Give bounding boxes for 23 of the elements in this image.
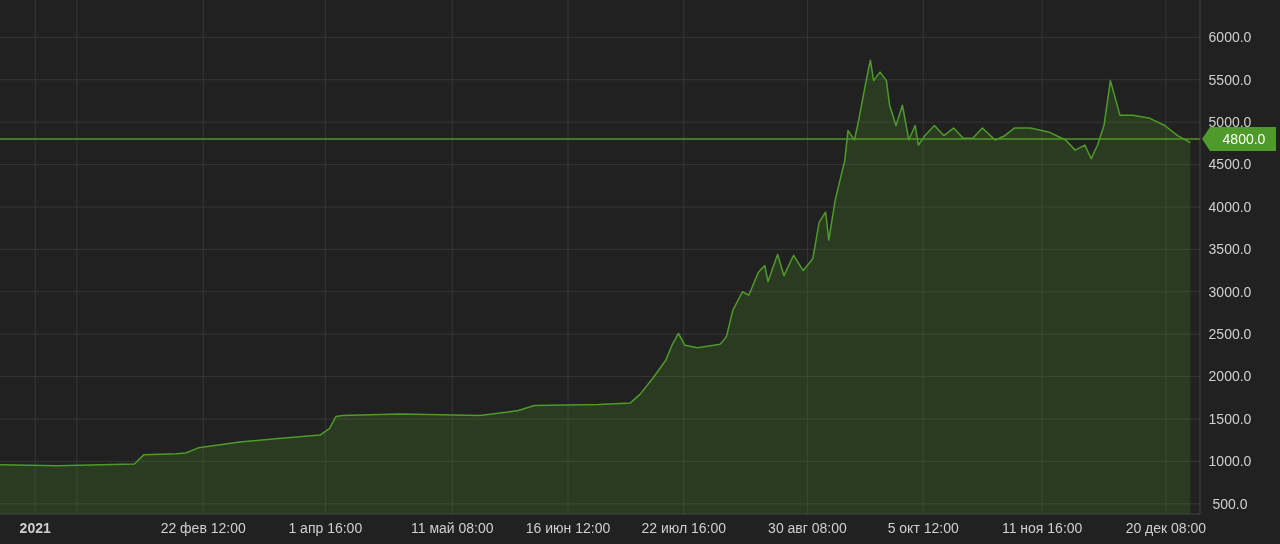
y-tick-label: 6000.0 <box>1208 29 1252 46</box>
y-tick-label: 3500.0 <box>1208 241 1252 258</box>
ref-line-label: 4800.0 <box>1222 131 1266 147</box>
y-tick-label: 5500.0 <box>1208 71 1252 88</box>
y-tick-label: 500.0 <box>1212 495 1248 512</box>
y-tick-label: 4500.0 <box>1208 156 1252 173</box>
y-tick-label: 4000.0 <box>1208 198 1252 215</box>
x-tick-label: 30 авг 08:00 <box>768 520 848 536</box>
y-tick-label: 5000.0 <box>1208 114 1252 131</box>
x-tick-label: 22 июл 16:00 <box>641 520 727 536</box>
x-tick-label: 11 май 08:00 <box>410 520 494 536</box>
x-tick-label: 16 июн 12:00 <box>525 520 611 536</box>
y-tick-label: 1500.0 <box>1208 410 1252 427</box>
x-tick-label: 11 ноя 16:00 <box>1001 520 1083 536</box>
x-tick-label: 20 дек 08:00 <box>1125 520 1207 536</box>
y-tick-label: 1000.0 <box>1208 453 1252 470</box>
y-tick-label: 3000.0 <box>1208 283 1252 300</box>
x-tick-label: 22 фев 12:00 <box>160 520 246 536</box>
x-tick-label: 5 окт 12:00 <box>887 520 959 536</box>
y-tick-label: 2000.0 <box>1208 368 1252 385</box>
y-tick-label: 2500.0 <box>1208 326 1252 343</box>
x-tick-label: 2021 <box>19 520 51 536</box>
x-tick-label: 1 апр 16:00 <box>288 520 363 536</box>
